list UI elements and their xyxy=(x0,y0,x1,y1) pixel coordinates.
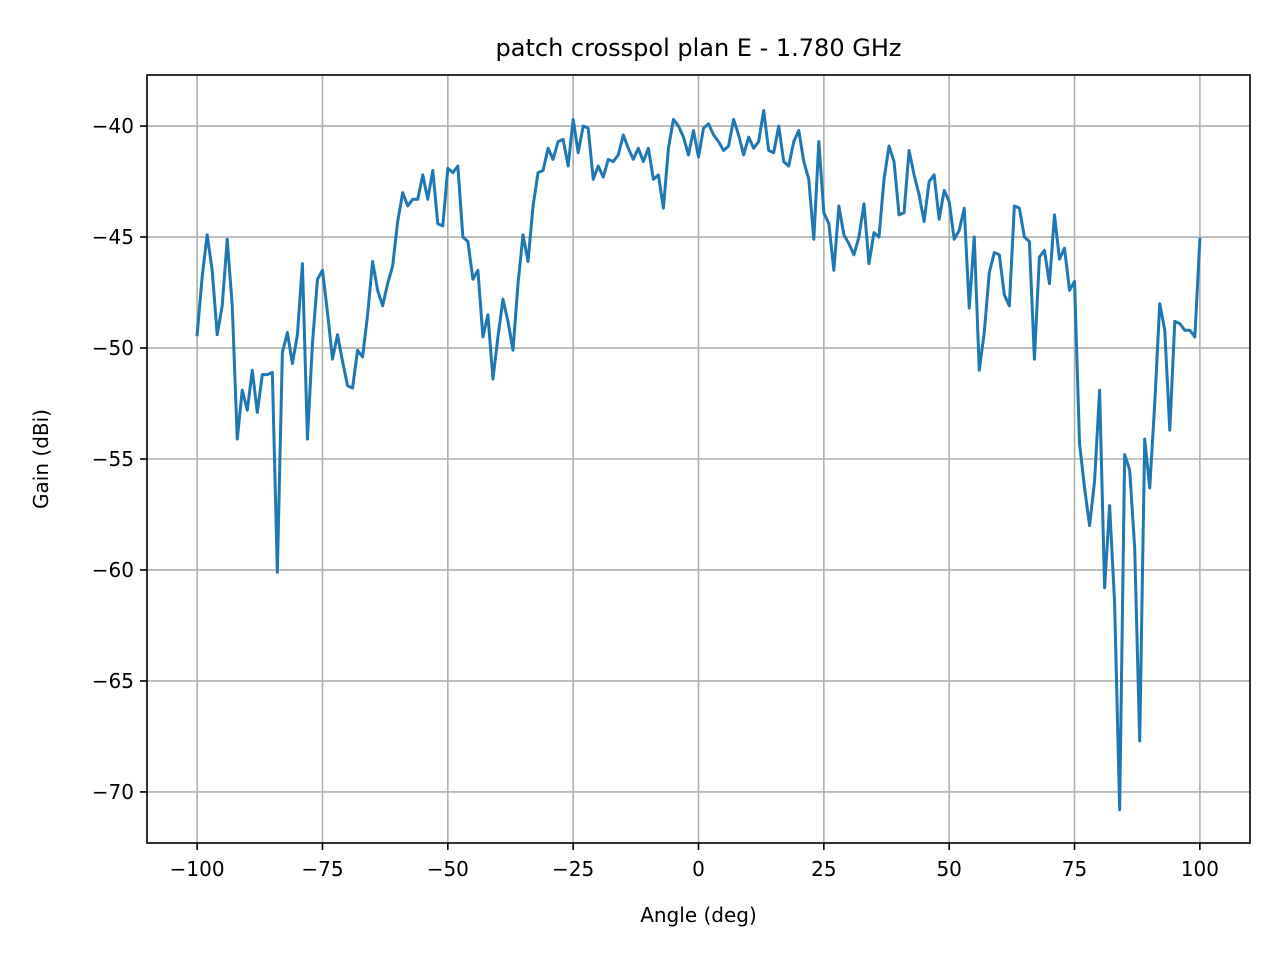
x-tick-label: 0 xyxy=(692,857,705,881)
series-line xyxy=(195,109,1202,812)
x-tick-label: 50 xyxy=(936,857,961,881)
x-tick-label: −25 xyxy=(552,857,594,881)
x-tick-label: −100 xyxy=(170,857,225,881)
y-tick-label: −60 xyxy=(92,558,134,582)
y-axis-label: Gain (dBi) xyxy=(29,409,53,509)
y-tick-label: −45 xyxy=(92,225,134,249)
y-tick-label: −55 xyxy=(92,447,134,471)
y-tick-label: −70 xyxy=(92,780,134,804)
series-layer xyxy=(195,109,1202,812)
y-axis-ticks: −40 −45 −50 −55 −60 −65 −70 xyxy=(92,114,147,804)
x-axis-label: Angle (deg) xyxy=(640,903,757,927)
y-tick-label: −40 xyxy=(92,114,134,138)
x-tick-label: 75 xyxy=(1062,857,1087,881)
x-axis-ticks: −100 −75 −50 −25 0 25 50 75 100 xyxy=(170,843,1219,881)
x-tick-label: 100 xyxy=(1181,857,1219,881)
y-tick-label: −65 xyxy=(92,669,134,693)
chart-title: patch crosspol plan E - 1.780 GHz xyxy=(496,34,902,62)
y-tick-label: −50 xyxy=(92,336,134,360)
x-tick-label: −50 xyxy=(427,857,469,881)
x-tick-label: −75 xyxy=(301,857,343,881)
x-tick-label: 25 xyxy=(811,857,836,881)
